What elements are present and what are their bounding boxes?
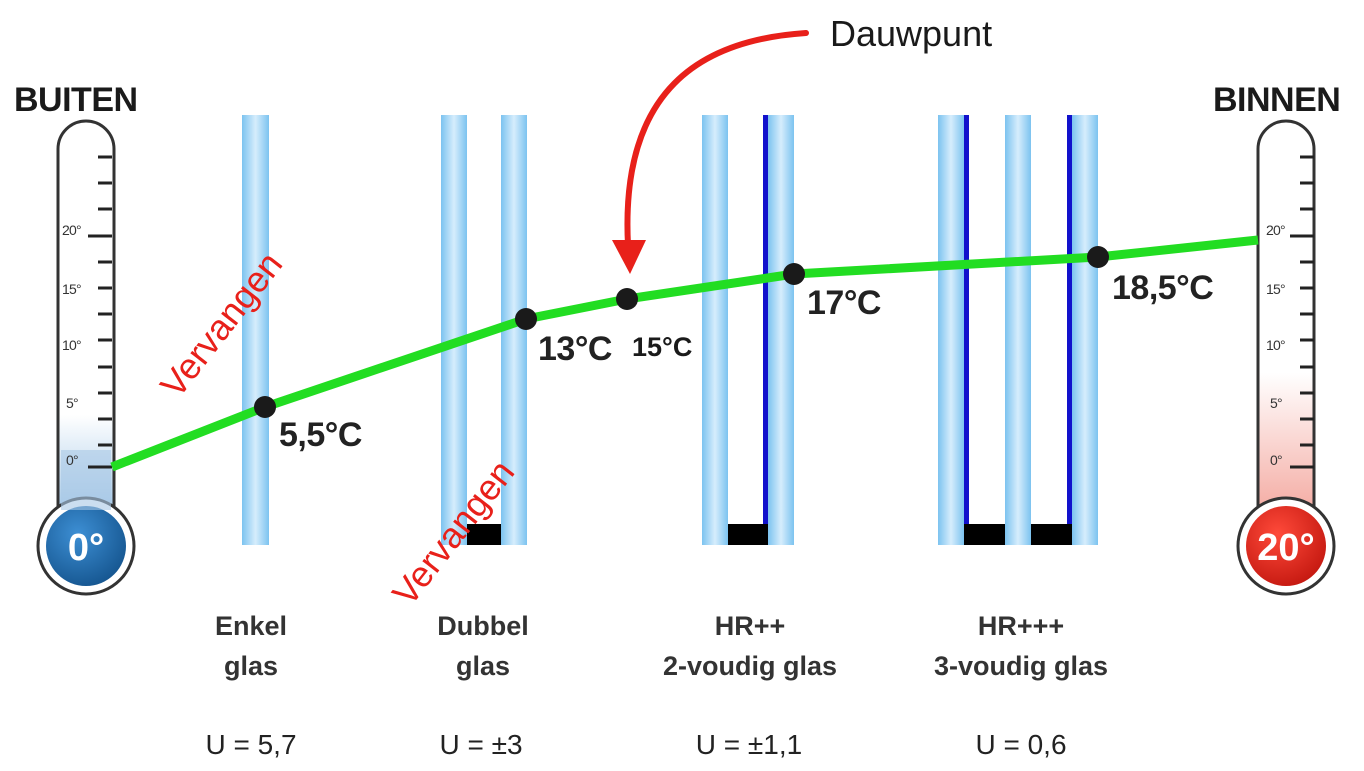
glass-name-hr2-1: HR++ [715,611,786,641]
temp-label-dew: 15°C [632,332,692,362]
glass-name-hr3-1: HR+++ [978,611,1064,641]
hr3-spacer-2 [1031,524,1072,545]
inside-tick-0: 0° [1270,452,1282,468]
inside-bulb-label: 20° [1257,527,1314,569]
hr2-glass-pane-outer [702,115,728,545]
u-value-hr3: U = 0,6 [975,729,1066,760]
glass-panes [242,115,1098,545]
outside-tick-15: 15° [62,281,81,297]
glass-type-labels: Enkel glas Dubbel glas HR++ 2-voudig gla… [215,611,1108,681]
point-hr3-glass [1087,246,1109,268]
u-value-hr2: U = ±1,1 [696,729,802,760]
outside-tick-5: 5° [66,395,78,411]
point-double-glass [515,308,537,330]
hr2-glass-pane-inner [768,115,794,545]
outside-tick-10: 10° [62,337,81,353]
temp-label-hr2: 17°C [807,284,881,322]
hr2-spacer [728,524,768,545]
point-single-glass [254,396,276,418]
glass-name-hr3-2: 3-voudig glas [934,651,1108,681]
hr3-glass-pane-inner [1072,115,1098,545]
inside-tick-10: 10° [1266,337,1285,353]
dew-point-arrow [624,30,809,248]
hr3-glass-pane-middle [1005,115,1031,545]
glass-name-double-1: Dubbel [437,611,529,641]
inside-tick-5: 5° [1270,395,1282,411]
hr3-coating-line-2 [1067,115,1072,545]
double-glass-spacer [467,524,501,545]
hr3-spacer-1 [964,524,1005,545]
outside-thermometer: 20° 15° 10° 5° 0° 0° [36,119,136,596]
glass-name-double-2: glas [456,651,510,681]
glass-name-single-2: glas [224,651,278,681]
glass-name-single-1: Enkel [215,611,287,641]
hr3-glass-pane-outer [938,115,964,545]
temp-label-double: 13°C [538,330,612,368]
u-value-double: U = ±3 [439,729,522,760]
u-value-single: U = 5,7 [205,729,296,760]
glass-name-hr2-2: 2-voudig glas [663,651,837,681]
dew-point-arrowhead [612,240,646,274]
replace-annotation-single: Vervangen [152,244,290,405]
double-glass-pane-outer [441,115,467,545]
point-dew-point [616,288,638,310]
inside-tick-20: 20° [1266,222,1285,238]
hr2-coating-line [763,115,768,545]
outside-label: BUITEN [14,81,138,119]
outside-tick-0: 0° [66,452,78,468]
temp-label-hr3: 18,5°C [1112,269,1213,307]
u-values: U = 5,7 U = ±3 U = ±1,1 U = 0,6 [205,729,1066,760]
inside-tick-15: 15° [1266,281,1285,297]
temperature-points [254,246,1109,418]
hr3-coating-line-1 [964,115,969,545]
dew-point-label: Dauwpunt [830,13,992,54]
outside-tick-20: 20° [62,222,81,238]
inside-label: BINNEN [1213,81,1340,119]
outside-bulb-label: 0° [68,527,104,569]
cold-bulb [46,506,126,586]
temp-label-single: 5,5°C [279,416,362,454]
warm-bulb [1246,506,1326,586]
inside-thermometer: 20° 15° 10° 5° 0° 20° [1236,119,1336,596]
point-hr2-glass [783,263,805,285]
single-glass-pane [242,115,269,545]
